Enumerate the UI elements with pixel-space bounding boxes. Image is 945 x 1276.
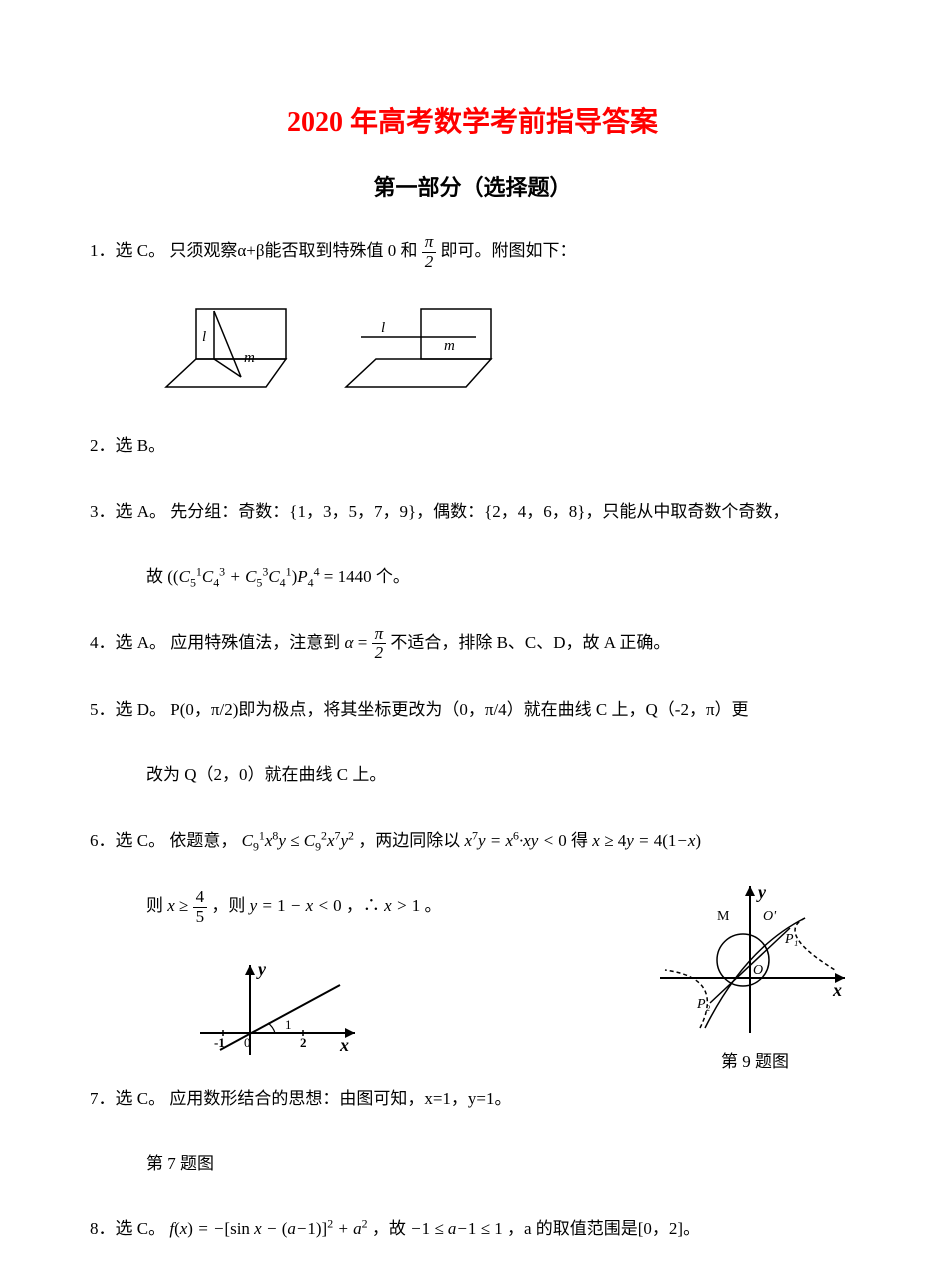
p7-axis-x: x [339, 1035, 349, 1055]
p8-formula-b: −1 ≤ a−1 ≤ 1 [410, 1219, 503, 1238]
p6-formula2: x7y = x6·xy < 0 [464, 831, 566, 850]
p7-tick-2: 2 [300, 1035, 307, 1050]
p3-formula: (C51C43 + C53C41)P44 = 1440 [173, 567, 372, 586]
p4-frac-den: 2 [372, 644, 387, 663]
p6-line2-x: x [167, 896, 175, 915]
fig9-axis-y: y [756, 882, 767, 902]
fig9-caption: 第 9 题图 [655, 1047, 855, 1072]
problem-8: 8．选 C。 f(x) = −[sin x − (a−1)]2 + a2 ，故 … [90, 1210, 855, 1247]
p3-line2-a: 故 ( [146, 567, 173, 586]
subtitle-text: 第一部分（选择题） [373, 175, 571, 200]
p7-tick-neg1: -1 [214, 1035, 225, 1050]
p2-prefix: 2．选 B。 [90, 436, 165, 455]
p6-fraction: 4 5 [193, 888, 208, 926]
fig9-label-p2: P₂ [696, 997, 711, 1012]
p5-line2: 改为 Q（2，0）就在曲线 C 上。 [146, 765, 386, 784]
p5-prefix: 5．选 D。 [90, 700, 166, 719]
p1-left-label-l: l [202, 329, 206, 345]
problem-3-line2: 故 ((C51C43 + C53C41)P44 = 1440 个。 [90, 558, 855, 596]
p3-line2-b: 个。 [372, 567, 410, 586]
fig9-graph: M O' P₁ O P₂ x y [655, 878, 855, 1038]
fig9-label-o: O [753, 963, 763, 978]
p1-frac-num: π [422, 233, 437, 253]
p1-text-b: 即可。附图如下： [441, 241, 577, 260]
fig9-axis-x: x [832, 980, 842, 1000]
p1-right-label-l: l [381, 320, 385, 336]
p6-formula1: C91x8y ≤ C92x7y2 [242, 831, 354, 850]
page-title: 2020 年高考数学考前指导答案 [90, 100, 855, 140]
p4-alpha: α [345, 633, 354, 652]
p1-diagram-left: l m [146, 299, 306, 399]
p6-formula5: x > 1 [384, 896, 420, 915]
p4-prefix: 4．选 A。 [90, 633, 166, 652]
p7-graph: -1 0 1 2 x y [190, 955, 370, 1065]
problem-5: 5．选 D。 P(0，π/2)即为极点，将其坐标更改为（0，π/4）就在曲线 C… [90, 691, 855, 728]
problem-5-line2: 改为 Q（2，0）就在曲线 C 上。 [90, 756, 855, 793]
problem-4: 4．选 A。 应用特殊值法，注意到 α = π 2 不适合，排除 B、C、D，故… [90, 624, 855, 663]
section-subtitle: 第一部分（选择题） [90, 170, 855, 202]
problem-3: 3．选 A。 先分组：奇数：{1，3，5，7，9}，偶数：{2，4，6，8}，只… [90, 493, 855, 530]
p4-fraction: π 2 [372, 625, 387, 663]
p8-text-c: ，a 的取值范围是[0，2]。 [507, 1219, 700, 1238]
problem-6: 6．选 C。 依题意， C91x8y ≤ C92x7y2 ，两边同除以 x7y … [90, 822, 855, 860]
p7-text-a: 应用数形结合的思想：由图可知，x=1，y=1。 [169, 1089, 511, 1108]
title-text: 2020 年高考数学考前指导答案 [287, 107, 658, 138]
p1-right-label-m: m [444, 338, 455, 354]
p8-prefix: 8．选 C。 [90, 1219, 165, 1238]
p6-text-b: ，两边同除以 [358, 831, 464, 850]
p8-formula-a: f(x) = −[sin x − (a−1)]2 + a2 [169, 1219, 367, 1238]
p3-prefix: 3．选 A。 [90, 502, 166, 521]
p4-eq: = [358, 633, 372, 652]
p1-diagrams: l m l m [90, 299, 855, 399]
p1-prefix: 1．选 C。 [90, 241, 165, 260]
p7-tick-1: 1 [285, 1017, 292, 1032]
p3-text-a: 先分组：奇数：{1，3，5，7，9}，偶数：{2，4，6，8}，只能从中取奇数个… [170, 502, 789, 521]
p7-tick-0: 0 [244, 1035, 251, 1050]
p5-text-a: P(0，π/2)即为极点，将其坐标更改为（0，π/4）就在曲线 C 上，Q（-2… [170, 700, 748, 719]
fig9-label-p1: P₁ [784, 932, 798, 947]
p6-prefix: 6．选 C。 [90, 831, 165, 850]
p6-text-a: 依题意， [169, 831, 237, 850]
p6-formula4: y = 1 − x < 0 [250, 896, 342, 915]
p1-frac-den: 2 [422, 253, 437, 272]
fig9: M O' P₁ O P₂ x y 第 9 题图 [655, 878, 855, 1072]
p6-line2-d: 。 [424, 896, 441, 915]
p6-formula3: x ≥ 4y = 4(1−x) [592, 831, 701, 850]
p8-text-b: ，故 [372, 1219, 410, 1238]
problem-1: 1．选 C。 只须观察α+β能否取到特殊值 0 和 π 2 即可。附图如下： [90, 232, 855, 271]
fig9-label-oprime: O' [763, 909, 777, 924]
p7-prefix: 7．选 C。 [90, 1089, 165, 1108]
p1-text-a: 只须观察α+β能否取到特殊值 0 和 [169, 241, 417, 260]
p4-text-b: 不适合，排除 B、C、D，故 A 正确。 [390, 633, 670, 652]
p6-frac-num: 4 [193, 888, 208, 908]
p7-caption-line: 第 7 题图 [90, 1145, 855, 1182]
p6-line2-ge: ≥ [179, 896, 193, 915]
p7-caption: 第 7 题图 [146, 1154, 214, 1173]
fig9-label-m: M [717, 909, 730, 924]
p1-left-label-m: m [244, 350, 255, 366]
p6-text-c: 得 [571, 831, 592, 850]
problem-7: 7．选 C。 应用数形结合的思想：由图可知，x=1，y=1。 [90, 1080, 855, 1117]
p7-axis-y: y [256, 959, 267, 979]
p4-frac-num: π [372, 625, 387, 645]
p6-frac-den: 5 [193, 908, 208, 927]
p1-fraction: π 2 [422, 233, 437, 271]
p6-line2-a: 则 [146, 896, 167, 915]
p6-line2-b: ，则 [211, 896, 249, 915]
problem-2: 2．选 B。 [90, 427, 855, 464]
p4-text-a: 应用特殊值法，注意到 [170, 633, 344, 652]
p6-line2-c: ，∴ [346, 896, 380, 915]
p1-diagram-right: l m [336, 299, 516, 399]
